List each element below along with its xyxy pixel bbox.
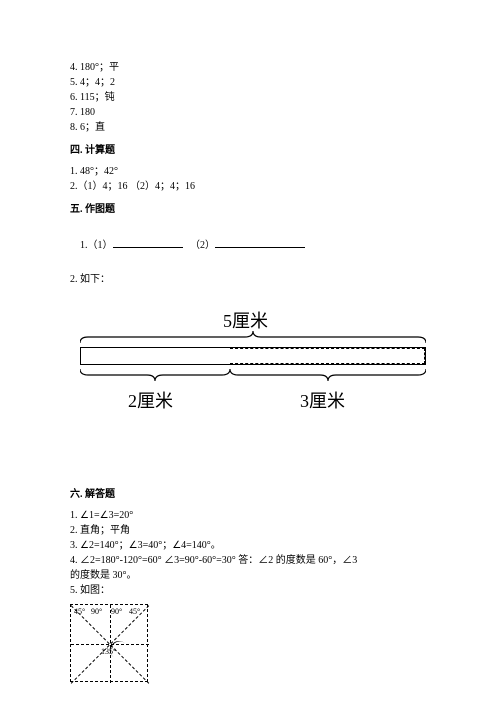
- brace-top-icon: [80, 331, 426, 345]
- drawing-q2: 2. 如下：: [70, 272, 445, 287]
- answer-line: 7. 180: [70, 105, 445, 120]
- label-3cm: 3厘米: [300, 387, 345, 413]
- answer-line: 8. 6；直: [70, 120, 445, 135]
- section-5-heading: 五. 作图题: [70, 202, 445, 217]
- angle-135: 135°: [101, 647, 116, 656]
- answer-line: 4. 180°；平: [70, 60, 445, 75]
- section-4-heading: 四. 计算题: [70, 143, 445, 158]
- section-6-heading: 六. 解答题: [70, 487, 445, 502]
- page-content: 4. 180°；平 5. 4；4；2 6. 115；钝 7. 180 8. 6；…: [0, 0, 500, 712]
- ans-line: 的度数是 30°。: [70, 568, 445, 583]
- dashed-rect: [230, 348, 425, 364]
- geometry-figure: 45° 90° 90° 45° 135°: [70, 604, 148, 682]
- angle-90-1: 90°: [91, 607, 102, 616]
- answer-line: 6. 115；钝: [70, 90, 445, 105]
- angle-45-1: 45°: [74, 607, 85, 616]
- angle-90-2: 90°: [111, 607, 122, 616]
- calc-line: 2.（1）4；16 （2）4；4；16: [70, 179, 445, 194]
- ans-line: 1. ∠1=∠3=20°: [70, 508, 445, 523]
- calc-line: 1. 48°；42°: [70, 164, 445, 179]
- brace-right-icon: [230, 367, 426, 381]
- label-5cm: 5厘米: [223, 307, 268, 333]
- blank-1: [113, 238, 183, 248]
- ans-line: 4. ∠2=180°-120°=60° ∠3=90°-60°=30° 答：∠2 …: [70, 553, 445, 568]
- blank-2: [215, 238, 305, 248]
- ans-line: 5. 如图：: [70, 583, 445, 598]
- answer-line: 5. 4；4；2: [70, 75, 445, 90]
- angle-45-2: 45°: [129, 607, 140, 616]
- ans-line: 3. ∠2=140°；∠3=40°；∠4=140°。: [70, 538, 445, 553]
- ans-line: 2. 直角；平角: [70, 523, 445, 538]
- label-2cm: 2厘米: [128, 387, 173, 413]
- drawing-q1: 1.（1） （2）: [70, 223, 445, 268]
- q1-mid: （2）: [190, 240, 215, 251]
- q1-prefix: 1.（1）: [80, 240, 113, 251]
- length-diagram: 5厘米 2厘米 3厘米: [70, 307, 440, 457]
- brace-left-icon: [80, 367, 230, 381]
